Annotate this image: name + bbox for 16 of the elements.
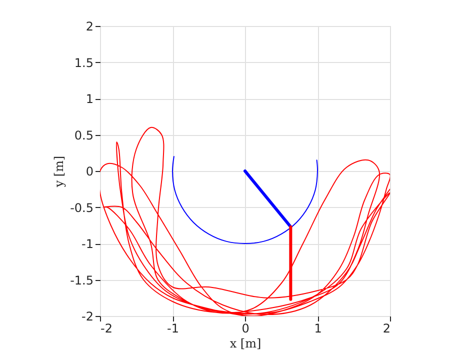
y-axis-title: y [m] (52, 156, 66, 188)
y-tick-label: 2 (86, 20, 94, 34)
x-tick-label: -2 (100, 322, 112, 336)
x-tick-label: 2 (382, 322, 390, 336)
y-tick-label: -2 (82, 310, 94, 324)
x-tick-label: 1 (314, 322, 322, 336)
y-tick-label: -1 (82, 237, 94, 251)
x-tick-label: -1 (167, 322, 179, 336)
y-tick-label: 0 (86, 164, 94, 178)
x-tick-label: 0 (242, 322, 250, 336)
y-tick-label: -0.5 (70, 200, 94, 215)
y-tick-label: 1 (86, 92, 94, 106)
y-tick-label: 0.5 (74, 128, 94, 142)
y-tick-label: -1.5 (70, 273, 94, 288)
x-axis-title: x [m] (230, 336, 262, 350)
y-tick-label: 1.5 (74, 56, 94, 70)
